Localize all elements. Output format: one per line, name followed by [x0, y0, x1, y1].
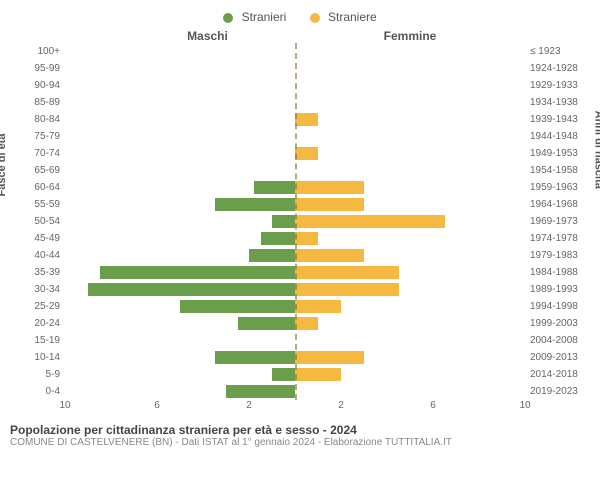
bar-female — [295, 113, 318, 126]
age-tick: 70-74 — [10, 145, 60, 162]
centerline — [295, 43, 297, 400]
birth-tick: 1989-1993 — [530, 281, 590, 298]
bar-female — [295, 232, 318, 245]
birth-tick: 2009-2013 — [530, 349, 590, 366]
age-tick: 95-99 — [10, 60, 60, 77]
bar-male — [215, 198, 296, 211]
bar-female — [295, 351, 364, 364]
age-tick: 5-9 — [10, 366, 60, 383]
legend-male: Stranieri — [223, 10, 286, 24]
birth-tick: 1929-1933 — [530, 77, 590, 94]
age-tick: 75-79 — [10, 128, 60, 145]
age-tick: 80-84 — [10, 111, 60, 128]
birth-tick: 1934-1938 — [530, 94, 590, 111]
x-tick: 2 — [338, 400, 344, 411]
age-tick: 0-4 — [10, 383, 60, 400]
x-tick: 6 — [154, 400, 160, 411]
birth-tick: 1949-1953 — [530, 145, 590, 162]
bar-male — [254, 181, 295, 194]
chart-title: Popolazione per cittadinanza straniera p… — [10, 423, 590, 437]
age-tick: 10-14 — [10, 349, 60, 366]
bar-male — [226, 385, 295, 398]
age-tick: 90-94 — [10, 77, 60, 94]
bars-area — [65, 43, 525, 400]
legend: Stranieri Straniere — [10, 10, 590, 24]
age-tick: 25-29 — [10, 298, 60, 315]
bar-male — [215, 351, 296, 364]
birth-tick: ≤ 1923 — [530, 43, 590, 60]
bar-female — [295, 266, 399, 279]
birth-tick: 1939-1943 — [530, 111, 590, 128]
x-tick: 6 — [430, 400, 436, 411]
bar-female — [295, 300, 341, 313]
header-male: Maschi — [65, 29, 295, 43]
birth-tick: 2019-2023 — [530, 383, 590, 400]
bar-female — [295, 215, 445, 228]
birth-tick: 1999-2003 — [530, 315, 590, 332]
birth-tick: 1979-1983 — [530, 247, 590, 264]
birth-tick: 1944-1948 — [530, 128, 590, 145]
birth-tick: 2004-2008 — [530, 332, 590, 349]
birth-tick: 2014-2018 — [530, 366, 590, 383]
bar-male — [180, 300, 295, 313]
age-tick: 35-39 — [10, 264, 60, 281]
legend-swatch-female — [310, 13, 320, 23]
age-tick: 60-64 — [10, 179, 60, 196]
legend-female: Straniere — [310, 10, 377, 24]
birth-tick: 1994-1998 — [530, 298, 590, 315]
y-axis-right-label: Anni di nascita — [592, 110, 600, 188]
chart-subtitle: COMUNE DI CASTELVENERE (BN) - Dati ISTAT… — [10, 437, 590, 448]
x-tick: 2 — [246, 400, 252, 411]
header-female: Femmine — [295, 29, 525, 43]
bar-male — [261, 232, 296, 245]
age-tick: 45-49 — [10, 230, 60, 247]
age-tick: 55-59 — [10, 196, 60, 213]
age-tick: 40-44 — [10, 247, 60, 264]
x-tick: 10 — [59, 400, 70, 411]
bar-female — [295, 249, 364, 262]
bar-female — [295, 317, 318, 330]
bar-male — [100, 266, 296, 279]
birth-tick: 1954-1958 — [530, 162, 590, 179]
bar-male — [249, 249, 295, 262]
bar-male — [272, 215, 295, 228]
x-axis-ticks: 10622610 — [65, 400, 525, 415]
birth-tick: 1959-1963 — [530, 179, 590, 196]
age-tick: 65-69 — [10, 162, 60, 179]
bar-female — [295, 198, 364, 211]
birth-tick: 1969-1973 — [530, 213, 590, 230]
bar-male — [238, 317, 296, 330]
bar-female — [295, 181, 364, 194]
legend-label-female: Straniere — [328, 10, 377, 24]
y-axis-left: 100+95-9990-9485-8980-8475-7970-7465-696… — [10, 43, 65, 400]
column-headers: Maschi Femmine — [10, 29, 590, 43]
bar-male — [272, 368, 295, 381]
age-tick: 30-34 — [10, 281, 60, 298]
footer: Popolazione per cittadinanza straniera p… — [10, 423, 590, 448]
legend-swatch-male — [223, 13, 233, 23]
x-tick: 10 — [519, 400, 530, 411]
bar-female — [295, 147, 318, 160]
bar-female — [295, 283, 399, 296]
y-axis-left-label: Fasce di età — [0, 133, 8, 196]
age-tick: 85-89 — [10, 94, 60, 111]
legend-label-male: Stranieri — [242, 10, 287, 24]
chart-area: Fasce di età Anni di nascita 100+95-9990… — [10, 43, 590, 400]
y-axis-right: ≤ 19231924-19281929-19331934-19381939-19… — [525, 43, 590, 400]
age-tick: 100+ — [10, 43, 60, 60]
bar-male — [88, 283, 295, 296]
age-tick: 50-54 — [10, 213, 60, 230]
birth-tick: 1924-1928 — [530, 60, 590, 77]
age-tick: 20-24 — [10, 315, 60, 332]
birth-tick: 1974-1978 — [530, 230, 590, 247]
birth-tick: 1964-1968 — [530, 196, 590, 213]
bar-female — [295, 368, 341, 381]
age-tick: 15-19 — [10, 332, 60, 349]
x-axis: 10 6 2 2 6 10 — [10, 400, 590, 415]
chart-container: Stranieri Straniere Maschi Femmine Fasce… — [0, 0, 600, 500]
birth-tick: 1984-1988 — [530, 264, 590, 281]
